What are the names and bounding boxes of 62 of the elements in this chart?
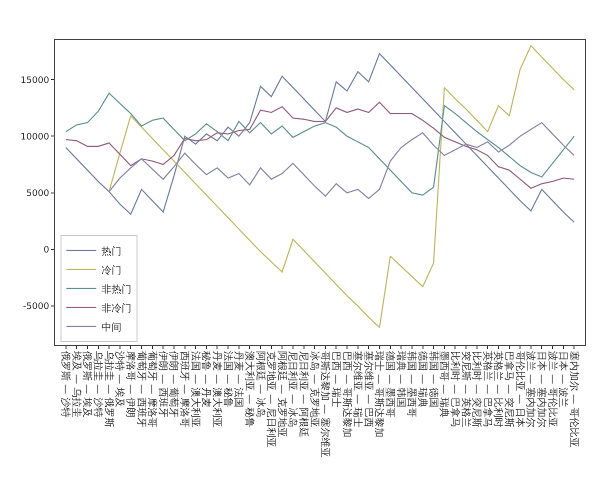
x-tick-label: 韩国 — 德国 (427, 351, 440, 408)
x-tick-label: 俄罗斯 — 埃及 (81, 351, 94, 418)
x-tick-label: 法国 — 澳大利亚 (189, 351, 202, 428)
x-tick-label: 葡萄牙 — 西班牙 (135, 351, 148, 428)
y-tick-label: 10000 (20, 132, 50, 142)
x-tick-label: 埃及 — 乌拉圭 (70, 350, 82, 418)
line-series (65, 52, 575, 223)
x-tick-label: 尼日利亚 — 冰岛 (286, 351, 299, 428)
line-series (108, 122, 575, 200)
x-tick-label: 巴西 — 瑞士 (330, 351, 342, 408)
legend-label: 热门 (101, 245, 122, 258)
legend-label: 中间 (101, 321, 122, 334)
x-tick-label: 葡萄牙 — 摩洛哥 (146, 351, 158, 428)
x-tick-label: 哥斯达黎加 — 塞尔维亚 (319, 351, 332, 458)
x-tick-label: 摩洛哥 — 伊朗 (124, 351, 136, 418)
x-tick-label: 比利时 — 巴拿马 (448, 351, 461, 428)
x-tick-label: 德国 — 瑞典 (416, 351, 429, 408)
x-tick-label: 瑞典 — 韩国 (394, 351, 407, 408)
y-tick-label: 0 (43, 246, 50, 256)
x-tick-label: 秘鲁 — 丹麦 (200, 351, 212, 408)
x-tick-label: 乌拉圭 — 俄罗斯 (102, 351, 115, 428)
x-tick-label: 巴拿马 — 突尼斯 (503, 351, 516, 428)
x-tick-label: 乌拉圭 — 沙特 (92, 351, 104, 418)
y-tick-label: 5000 (26, 188, 50, 199)
x-tick-label: 德国 — 墨西哥 (384, 351, 396, 418)
legend-label: 非冷门 (101, 302, 132, 314)
x-tick-label: 巴西 — 哥斯达黎加 (340, 351, 353, 438)
x-tick-label: 沙特 — 埃及 (114, 351, 126, 408)
x-tick-label: 韩国 — 墨西哥 (406, 351, 418, 418)
x-tick-label: 西班牙 — 摩洛哥 (178, 351, 191, 428)
x-tick-label: 日本 — 波兰 (557, 351, 570, 408)
line-series (65, 102, 575, 189)
line-series (65, 92, 575, 196)
x-tick-label: 伊朗 — 葡萄牙 (168, 351, 180, 418)
legend-label: 非热门 (101, 283, 132, 296)
x-tick-label: 瑞士 — 哥斯达黎加 (373, 351, 386, 438)
x-tick-label: 阿根廷 — 克罗地亚 (276, 351, 288, 438)
x-tick-label: 丹麦 — 澳大利亚 (210, 351, 223, 428)
legend-label: 冷门 (101, 264, 122, 276)
x-tick-label: 澳大利亚 — 秘鲁 (243, 351, 256, 428)
x-tick-label: 塞尔维亚 — 瑞士 (352, 351, 364, 428)
x-tick-label: 波兰 — 哥伦比亚 (546, 351, 558, 428)
x-tick-label: 英格兰 — 巴拿马 (481, 351, 494, 428)
y-tick-label: -5000 (23, 302, 50, 312)
x-tick-label: 塞尔维亚 — 巴西 (362, 351, 374, 428)
x-tick-label: 墨西哥 — 瑞典 (438, 351, 450, 418)
x-tick-label: 哥伦比亚 — 日本 (514, 351, 526, 428)
x-tick-label: 阿根廷 — 冰岛 (254, 351, 266, 418)
x-tick-label: 法国 — 秘鲁 (222, 351, 234, 408)
x-tick-label: 俄罗斯 — 沙特 (60, 351, 72, 418)
x-tick-label: 丹麦 — 法国 (232, 351, 245, 408)
x-tick-label: 克罗地亚 — 尼日利亚 (265, 351, 278, 448)
y-tick-label: 15000 (20, 76, 50, 86)
x-tick-label: 伊朗 — 西班牙 (156, 351, 169, 418)
x-tick-label: 尼日利亚 — 阿根廷 (298, 351, 310, 438)
x-tick-label: 日本 — 塞内加尔 (535, 351, 548, 428)
x-tick-label: 波兰 — 塞内加尔 (524, 351, 537, 428)
x-tick-label: 突尼斯 — 英格兰 (460, 351, 472, 428)
x-tick-label: 英格兰 — 比利时 (492, 351, 504, 428)
x-tick-label: 比利时 — 突尼斯 (470, 351, 483, 428)
x-tick-label: 冰岛 — 克罗地亚 (308, 351, 320, 428)
x-tick-label: 塞内加尔 — 哥伦比亚 (568, 351, 580, 448)
